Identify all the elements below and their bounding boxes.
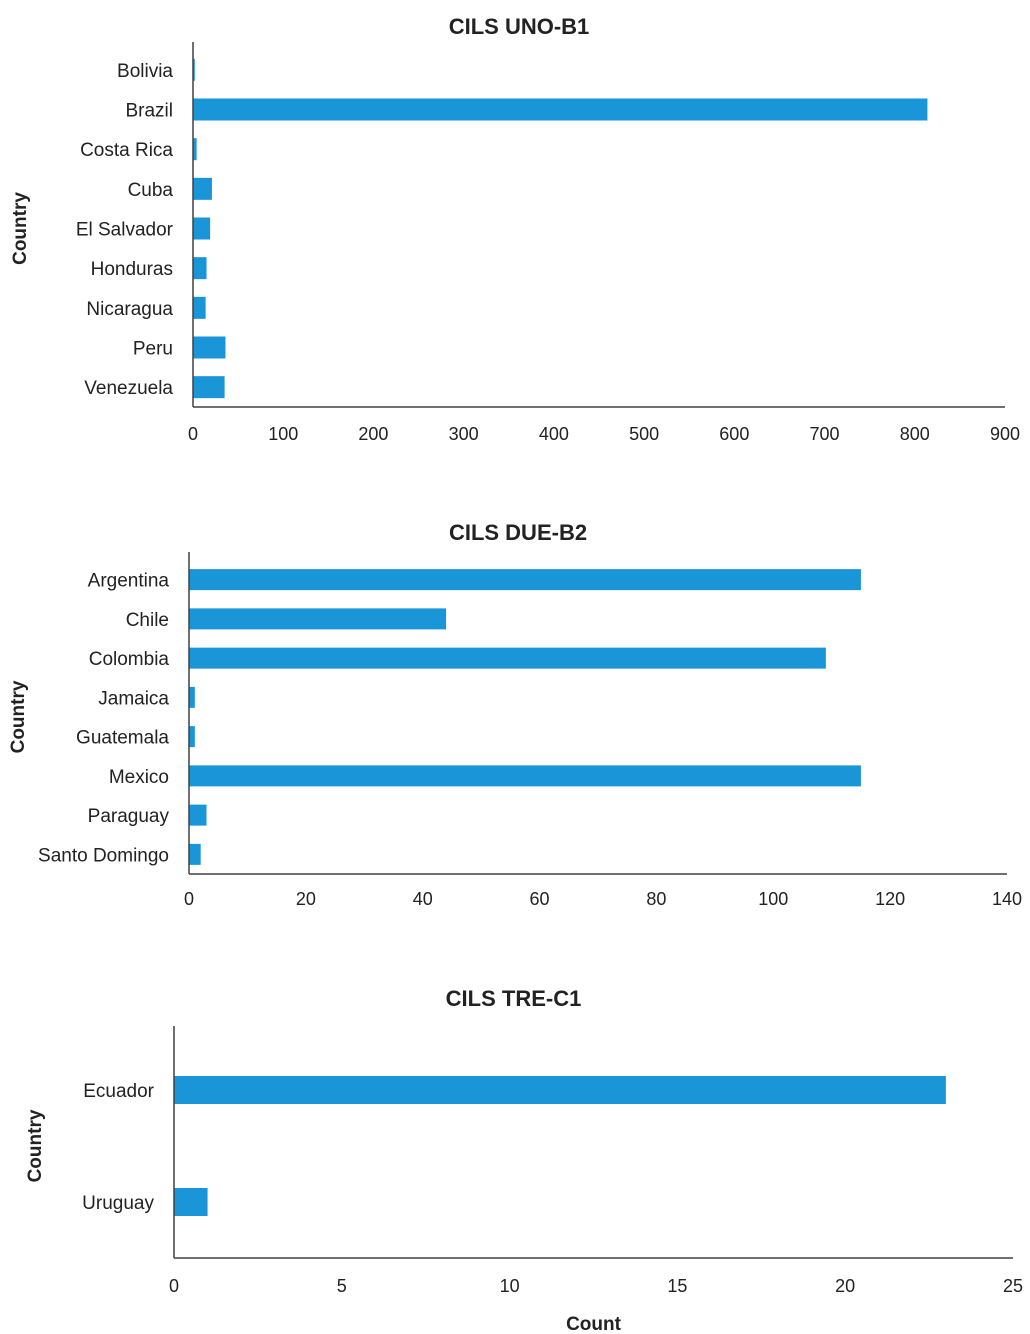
x-tick-label: 100 bbox=[268, 424, 298, 444]
x-tick-label: 5 bbox=[337, 1276, 347, 1296]
x-tick-label: 0 bbox=[184, 889, 194, 909]
category-label: Venezuela bbox=[84, 378, 173, 399]
chart-title: CILS DUE-B2 bbox=[449, 520, 587, 545]
x-tick-label: 20 bbox=[835, 1276, 855, 1296]
bar-el-salvador bbox=[193, 217, 211, 240]
x-tick-label: 300 bbox=[449, 424, 479, 444]
y-axis-title: Country bbox=[25, 1109, 46, 1182]
bar-mexico bbox=[189, 765, 861, 787]
bar-santo-domingo bbox=[189, 843, 201, 865]
bar-uruguay bbox=[174, 1188, 208, 1216]
bar-jamaica bbox=[189, 686, 195, 708]
y-axis-title: Country bbox=[10, 192, 31, 265]
category-label: Colombia bbox=[89, 649, 170, 670]
chart-title: CILS UNO-B1 bbox=[449, 14, 590, 39]
x-tick-label: 120 bbox=[875, 889, 905, 909]
chart-3: CILS TRE-C1 Ecuador Uruguay 0 5 10 15 20 25 Count… bbox=[25, 986, 1023, 1334]
x-tick-label: 0 bbox=[169, 1276, 179, 1296]
x-tick-label: 400 bbox=[539, 424, 569, 444]
x-tick-label: 140 bbox=[992, 889, 1022, 909]
y-axis-title: Country bbox=[8, 680, 29, 753]
x-axis-title: Count bbox=[566, 1314, 622, 1334]
bar-ecuador bbox=[174, 1076, 946, 1104]
category-label: Chile bbox=[126, 610, 169, 631]
bar-nicaragua bbox=[193, 296, 206, 319]
category-label: Peru bbox=[133, 339, 173, 360]
bar-bolivia bbox=[193, 58, 195, 81]
bar-chile bbox=[189, 608, 447, 630]
category-label: Guatemala bbox=[76, 728, 169, 749]
x-tick-label: 10 bbox=[500, 1276, 520, 1296]
x-tick-label: 500 bbox=[629, 424, 659, 444]
x-tick-label: 200 bbox=[358, 424, 388, 444]
chart-1: CILS UNO-B1 Bolivia Brazil Costa Rica Cuba El… bbox=[10, 14, 1020, 444]
category-label: Paraguay bbox=[88, 806, 170, 827]
category-label: Brazil bbox=[125, 101, 173, 122]
x-tick-label: 100 bbox=[758, 889, 788, 909]
bar-cuba bbox=[193, 177, 212, 200]
category-label: Bolivia bbox=[117, 61, 173, 82]
chart-2: CILS DUE-B2 Argentina Chile Colombia Jamaica… bbox=[8, 520, 1022, 909]
category-label: Santo Domingo bbox=[38, 845, 169, 866]
category-label: Uruguay bbox=[82, 1193, 154, 1214]
category-label: Nicaragua bbox=[86, 299, 173, 320]
x-tick-label: 40 bbox=[413, 889, 433, 909]
category-label: El Salvador bbox=[76, 220, 174, 241]
category-label: Honduras bbox=[91, 259, 173, 280]
bar-guatemala bbox=[189, 726, 195, 748]
x-tick-label: 80 bbox=[646, 889, 666, 909]
x-tick-label: 800 bbox=[900, 424, 930, 444]
bar-argentina bbox=[189, 569, 861, 591]
x-tick-label: 25 bbox=[1003, 1276, 1023, 1296]
category-label: Argentina bbox=[88, 571, 170, 592]
x-tick-label: 600 bbox=[719, 424, 749, 444]
category-label: Ecuador bbox=[83, 1081, 154, 1102]
bar-venezuela bbox=[193, 376, 225, 399]
bar-brazil bbox=[193, 98, 928, 121]
x-tick-label: 15 bbox=[667, 1276, 687, 1296]
category-label: Mexico bbox=[109, 767, 169, 788]
chart-title: CILS TRE-C1 bbox=[446, 986, 582, 1011]
x-tick-label: 700 bbox=[810, 424, 840, 444]
x-tick-label: 0 bbox=[188, 424, 198, 444]
bar-peru bbox=[193, 336, 226, 359]
category-label: Cuba bbox=[128, 180, 174, 201]
bar-honduras bbox=[193, 257, 207, 280]
category-label: Jamaica bbox=[98, 688, 169, 709]
x-tick-label: 60 bbox=[530, 889, 550, 909]
bar-costa-rica bbox=[193, 138, 197, 161]
x-tick-label: 20 bbox=[296, 889, 316, 909]
category-label: Costa Rica bbox=[80, 140, 173, 161]
bar-paraguay bbox=[189, 804, 207, 826]
x-tick-label: 900 bbox=[990, 424, 1020, 444]
bar-colombia bbox=[189, 647, 826, 669]
